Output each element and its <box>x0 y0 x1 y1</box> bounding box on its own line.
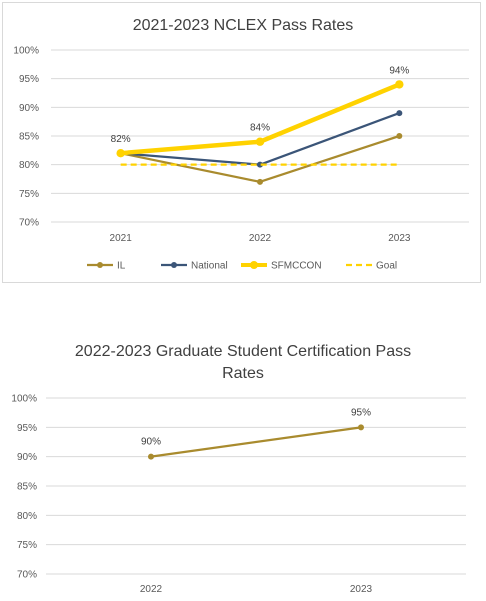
x-tick-label: 2023 <box>350 584 373 595</box>
national-point <box>257 161 263 168</box>
il-point <box>257 178 263 185</box>
x-tick-label: 2022 <box>140 584 163 595</box>
il-point <box>396 133 403 139</box>
legend-sfmccon-marker <box>250 261 258 269</box>
sfmccon-point <box>395 80 404 89</box>
chart-title-line: Rates <box>222 365 264 382</box>
y-tick-label: 85% <box>19 132 39 143</box>
sfmccon-data-label: 84% <box>250 123 270 134</box>
x-tick-label: 2021 <box>110 233 133 244</box>
legend-sfmccon-label: SFMCCON <box>271 261 322 272</box>
x-tick-label: 2022 <box>249 233 272 244</box>
chart-title: 2021-2023 NCLEX Pass Rates <box>133 17 354 34</box>
sfmccon-point <box>255 137 265 146</box>
y-tick-label: 70% <box>19 218 39 229</box>
sfmccon-point <box>116 149 125 158</box>
y-tick-label: 70% <box>17 570 37 581</box>
y-tick-label: 75% <box>19 189 39 200</box>
y-tick-label: 95% <box>17 423 37 434</box>
nclex-chart-svg: 2021-2023 NCLEX Pass Rates 70% 75% 80% 85% 90… <box>13 17 469 272</box>
y-tick-label: 80% <box>17 511 37 522</box>
legend-national-label: National <box>191 261 228 272</box>
national-point <box>396 110 403 117</box>
sfmccon-data-label: 82% <box>111 134 131 145</box>
y-tick-label: 100% <box>11 394 37 405</box>
certification-chart-svg: 2022-2023 Graduate Student Certification… <box>11 343 466 595</box>
legend-il-marker <box>97 262 103 268</box>
series-point <box>358 424 364 431</box>
y-tick-label: 100% <box>13 46 39 57</box>
y-tick-label: 75% <box>17 540 37 551</box>
y-tick-label: 90% <box>17 452 37 463</box>
nclex-chart: 2021-2023 NCLEX Pass Rates 70% 75% 80% 85% 90… <box>2 2 481 283</box>
series-point <box>148 453 154 460</box>
sfmccon-data-label: 94% <box>389 65 409 76</box>
y-tick-label: 95% <box>19 74 39 85</box>
legend-national-marker <box>171 262 177 268</box>
chart-title-line: 2022-2023 Graduate Student Certification… <box>75 343 411 360</box>
legend-il-label: IL <box>117 261 126 272</box>
series-data-label: 95% <box>351 407 371 418</box>
y-tick-label: 85% <box>17 482 37 493</box>
certification-chart: 2022-2023 Graduate Student Certification… <box>0 333 486 601</box>
y-tick-label: 90% <box>19 103 39 114</box>
legend-goal-label: Goal <box>376 261 397 272</box>
y-tick-label: 80% <box>19 160 39 171</box>
x-tick-label: 2023 <box>388 233 411 244</box>
series-line <box>149 426 363 458</box>
series-data-label: 90% <box>141 437 161 448</box>
